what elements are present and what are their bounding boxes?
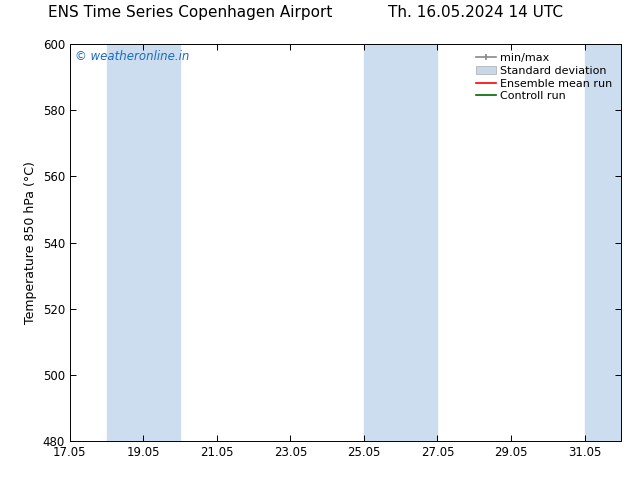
Text: © weatheronline.in: © weatheronline.in xyxy=(75,50,190,63)
Y-axis label: Temperature 850 hPa (°C): Temperature 850 hPa (°C) xyxy=(24,161,37,324)
Bar xyxy=(107,44,143,441)
Bar xyxy=(401,44,437,441)
Text: ENS Time Series Copenhagen Airport: ENS Time Series Copenhagen Airport xyxy=(48,4,332,20)
Bar xyxy=(143,44,180,441)
Bar xyxy=(364,44,401,441)
Bar xyxy=(585,44,621,441)
Legend: min/max, Standard deviation, Ensemble mean run, Controll run: min/max, Standard deviation, Ensemble me… xyxy=(472,49,616,105)
Text: Th. 16.05.2024 14 UTC: Th. 16.05.2024 14 UTC xyxy=(388,4,563,20)
